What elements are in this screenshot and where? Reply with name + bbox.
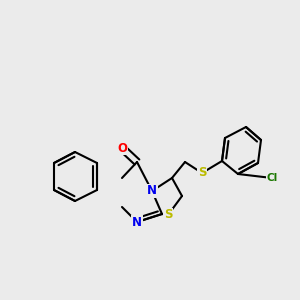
Text: N: N xyxy=(147,184,157,197)
Text: O: O xyxy=(117,142,127,154)
Text: S: S xyxy=(198,167,206,179)
Text: S: S xyxy=(164,208,172,221)
Text: N: N xyxy=(132,215,142,229)
Text: Cl: Cl xyxy=(266,173,278,183)
